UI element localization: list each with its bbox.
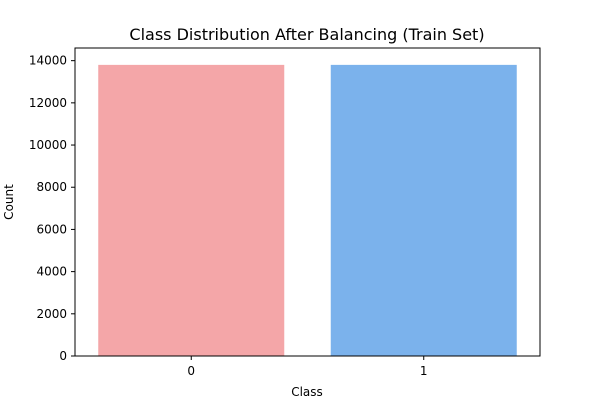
y-tick-label: 0 xyxy=(59,349,67,363)
y-axis: 0 2000 4000 6000 8000 10000 12000 14000 xyxy=(29,54,75,363)
y-tick-label: 8000 xyxy=(36,180,67,194)
bars-group xyxy=(98,64,517,356)
chart-title: Class Distribution After Balancing (Trai… xyxy=(129,25,484,44)
x-tick-label: 0 xyxy=(187,364,195,378)
bar-class-0 xyxy=(98,64,285,356)
y-tick-label: 14000 xyxy=(29,54,67,68)
y-axis-label: Count xyxy=(2,184,16,220)
x-axis-label: Class xyxy=(291,385,323,399)
plot-frame xyxy=(74,47,541,357)
y-tick-label: 6000 xyxy=(36,222,67,236)
y-tick-label: 10000 xyxy=(29,138,67,152)
y-tick-label: 4000 xyxy=(36,265,67,279)
y-tick-label: 2000 xyxy=(36,307,67,321)
bar-class-1 xyxy=(330,64,517,356)
x-tick-label: 1 xyxy=(420,364,428,378)
y-tick-label: 12000 xyxy=(29,96,67,110)
